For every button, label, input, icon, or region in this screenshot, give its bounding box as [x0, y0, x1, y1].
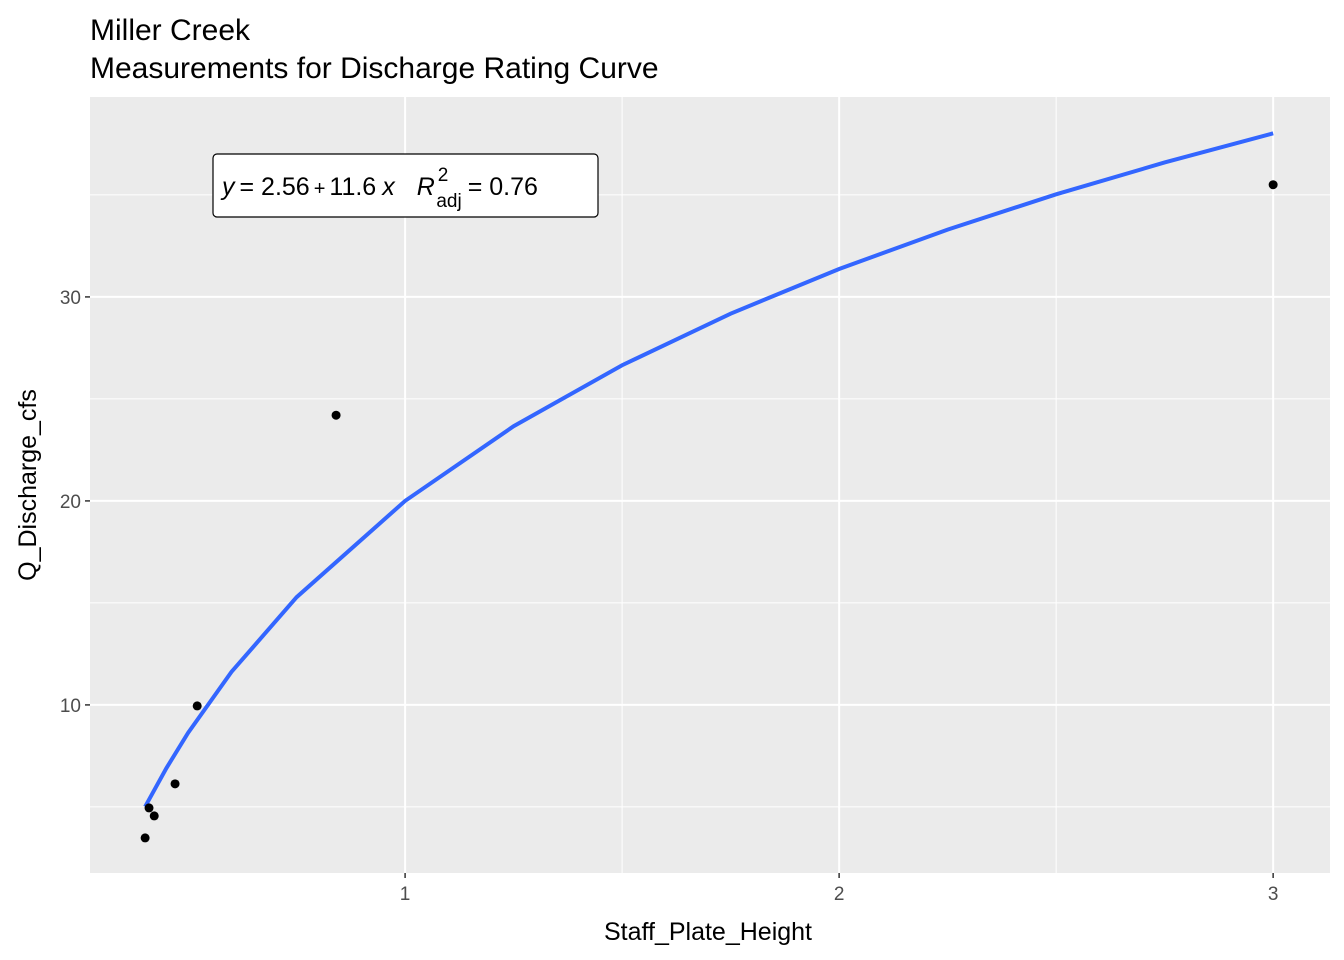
chart-title: Miller Creek — [90, 14, 251, 47]
data-point — [140, 833, 150, 843]
annotation: y = 2.56 +11.6 x R 2 adj = 0.76 — [220, 165, 538, 212]
annotation-part: adj — [436, 191, 461, 212]
data-point — [1268, 180, 1278, 190]
data-point — [192, 701, 202, 711]
y-tick-label: 30 — [60, 288, 81, 309]
chart-subtitle: Measurements for Discharge Rating Curve — [90, 52, 659, 85]
annotation-part: = 2.56 — [240, 173, 310, 201]
annotation-part: 2 — [438, 165, 449, 186]
annotation-box — [212, 153, 599, 218]
data-point — [170, 779, 180, 789]
fit-line — [143, 131, 1274, 808]
annotation-part: = 0.76 — [468, 173, 538, 201]
annotation-part: + — [314, 178, 326, 200]
y-tick-label: 20 — [60, 492, 81, 513]
x-tick-label: 3 — [1268, 884, 1279, 905]
x-axis-title: Staff_Plate_Height — [604, 918, 812, 946]
y-axis-title: Q_Discharge_cfs — [14, 389, 42, 581]
data-point — [331, 410, 341, 420]
x-tick-label: 2 — [834, 884, 845, 905]
plot-panel — [90, 97, 1330, 873]
annotation-part: x — [381, 173, 396, 201]
annotation-part: R — [417, 173, 435, 201]
x-tick-label: 1 — [400, 884, 411, 905]
data-point — [144, 803, 154, 813]
y-tick-label: 10 — [60, 696, 81, 717]
annotation-part: 11.6 — [329, 173, 376, 201]
data-point — [149, 811, 159, 821]
annotation-part: y — [220, 173, 236, 201]
